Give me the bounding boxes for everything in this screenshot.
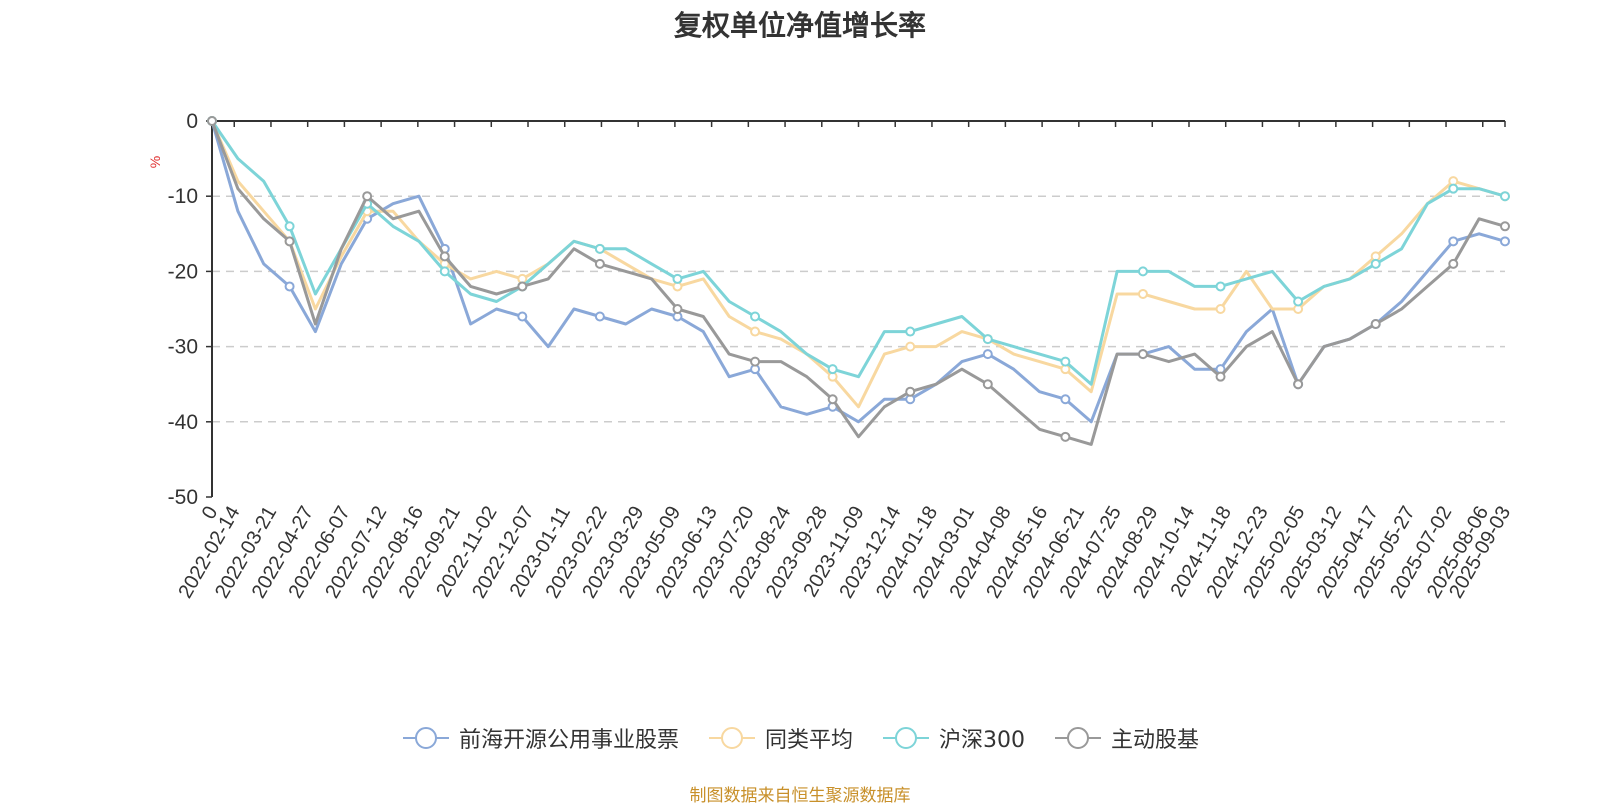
legend-label: 同类平均 [764, 728, 853, 753]
data-point [827, 364, 838, 375]
data-point [1137, 266, 1148, 277]
data-point [905, 326, 916, 337]
data-point [1500, 191, 1510, 202]
data-point [905, 341, 916, 352]
data-point [905, 386, 916, 397]
data-point [594, 311, 605, 322]
data-point [672, 304, 683, 314]
data-point [1448, 258, 1459, 269]
data-point [439, 251, 450, 262]
chart-title: 复权单位净值增长率 [673, 9, 926, 42]
legend-marker-icon [1055, 727, 1101, 749]
data-point [207, 116, 217, 126]
data-point [1060, 431, 1071, 442]
data-point [1370, 319, 1381, 330]
grid-lines [212, 195, 1505, 423]
data-point [1137, 349, 1148, 360]
legend-circle [1067, 727, 1089, 749]
y-axis-label: % [147, 156, 163, 168]
data-point [827, 394, 838, 405]
data-point [1215, 371, 1226, 382]
legend-circle [895, 727, 917, 749]
data-point [1293, 379, 1304, 390]
legend-item-1[interactable]: 同类平均 [707, 722, 853, 754]
legend-marker-icon [708, 727, 755, 749]
data-point [982, 379, 993, 390]
data-point [1215, 281, 1226, 292]
legend-label: 前海开源公用事业股票 [458, 728, 679, 753]
data-point [517, 281, 528, 292]
data-point [284, 236, 295, 247]
legend-item-0[interactable]: 前海开源公用事业股票 [401, 722, 679, 754]
legend-marker-icon [883, 727, 929, 749]
data-point [517, 311, 528, 322]
data-point [982, 334, 993, 345]
data-point [1060, 356, 1071, 367]
data-point [750, 311, 761, 322]
legend-circle [414, 727, 437, 749]
data-point [1060, 394, 1071, 405]
data-point [439, 266, 450, 277]
legend-marker-icon [402, 727, 449, 749]
series-line [210, 120, 1506, 446]
series-3 [207, 116, 1510, 446]
data-point [1215, 304, 1226, 314]
source-note: 制图数据来自恒生聚源数据库 [689, 786, 911, 806]
legend-item-3[interactable]: 主动股基 [1053, 722, 1199, 754]
data-point [1448, 183, 1459, 194]
series-line [210, 120, 1506, 409]
y-tick-label: -30 [168, 336, 198, 359]
data-point [1370, 258, 1381, 269]
y-tick-label: -20 [168, 260, 198, 283]
series-2 [207, 116, 1510, 386]
series-line [210, 120, 1506, 424]
data-point [594, 258, 605, 269]
legend-label: 主动股基 [1111, 728, 1200, 753]
data-point [284, 221, 295, 232]
y-tick-label: -40 [168, 411, 198, 434]
data-point [362, 191, 373, 202]
y-axis: 0 -10 -20 -30 -40 -50 [168, 110, 213, 509]
y-tick-label: -10 [168, 185, 198, 208]
data-point [1500, 221, 1510, 232]
data-point [1500, 236, 1510, 247]
y-tick-label: -50 [168, 486, 198, 509]
data-point [672, 273, 683, 284]
data-point [1293, 296, 1304, 307]
legend: 前海开源公用事业股票 同类平均 沪深300 主动股基 [0, 722, 1600, 754]
data-point [594, 243, 605, 254]
y-tick-label: 0 [186, 110, 198, 133]
legend-item-2[interactable]: 沪深300 [881, 722, 1025, 754]
series-layer [207, 116, 1510, 446]
legend-circle [720, 727, 743, 749]
data-point [1137, 288, 1148, 299]
series-line [210, 120, 1506, 386]
legend-label: 沪深300 [939, 728, 1025, 753]
data-point [750, 356, 761, 367]
data-point [1448, 236, 1459, 247]
data-point [982, 349, 993, 360]
data-point [284, 281, 295, 292]
line-chart: 0-10-20-30-40-50 % 02022-02-142022-03-21… [147, 110, 1515, 602]
data-point [750, 326, 761, 337]
